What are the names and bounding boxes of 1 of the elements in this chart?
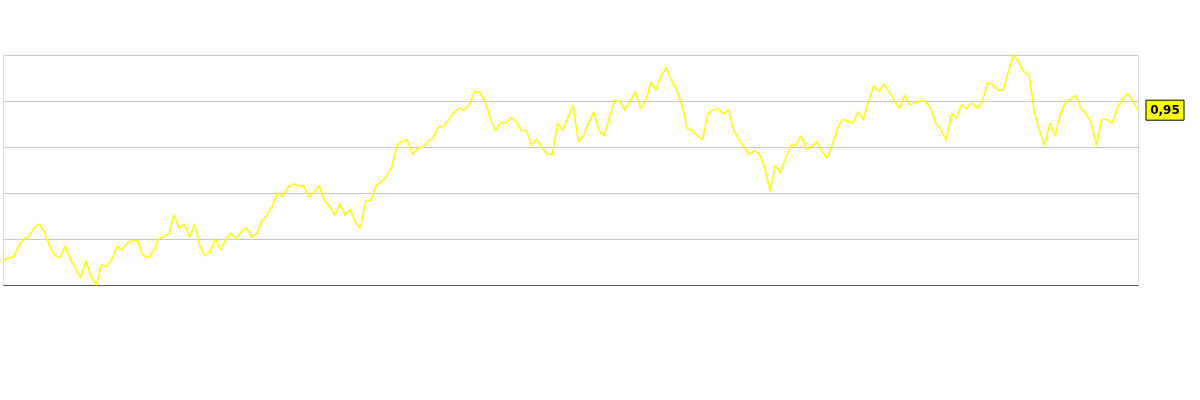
data-label: 0,95 (1150, 103, 1180, 118)
